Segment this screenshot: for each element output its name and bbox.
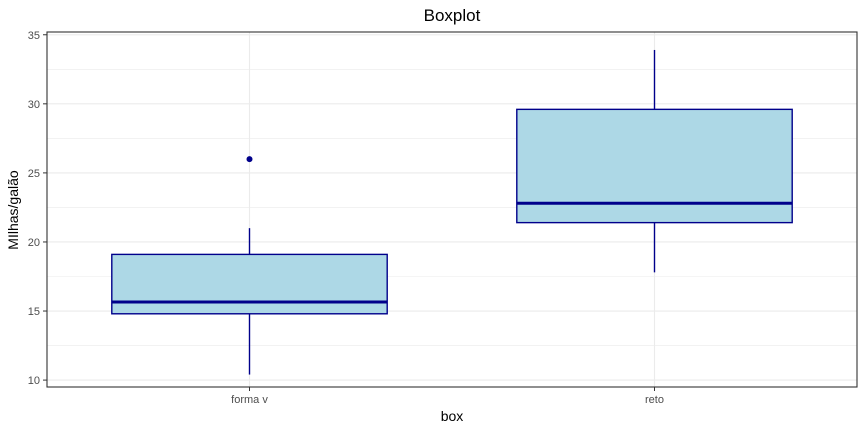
y-tick-label: 25 bbox=[28, 168, 40, 180]
y-tick-label: 10 bbox=[28, 375, 40, 387]
x-axis-title: box bbox=[441, 408, 464, 424]
y-axis-ticks: 10 15 20 25 30 35 bbox=[28, 30, 47, 387]
panel-border bbox=[46, 31, 858, 388]
box-reto bbox=[516, 49, 793, 273]
y-tick-label: 15 bbox=[28, 306, 40, 318]
y-tick-label: 30 bbox=[28, 99, 40, 111]
outlier-point bbox=[246, 156, 253, 163]
y-tick-label: 35 bbox=[28, 30, 40, 42]
x-axis-ticks: forma v reto bbox=[231, 387, 664, 406]
y-axis-title: MIlhas/galão bbox=[5, 170, 21, 250]
x-tick-label: forma v bbox=[231, 394, 268, 406]
iqr-box bbox=[111, 253, 388, 315]
x-tick-label: reto bbox=[645, 394, 664, 406]
iqr-box bbox=[516, 108, 793, 224]
boxes bbox=[111, 49, 793, 375]
box-forma-v bbox=[111, 156, 388, 375]
y-tick-label: 20 bbox=[28, 237, 40, 249]
chart-title: Boxplot bbox=[424, 6, 481, 25]
